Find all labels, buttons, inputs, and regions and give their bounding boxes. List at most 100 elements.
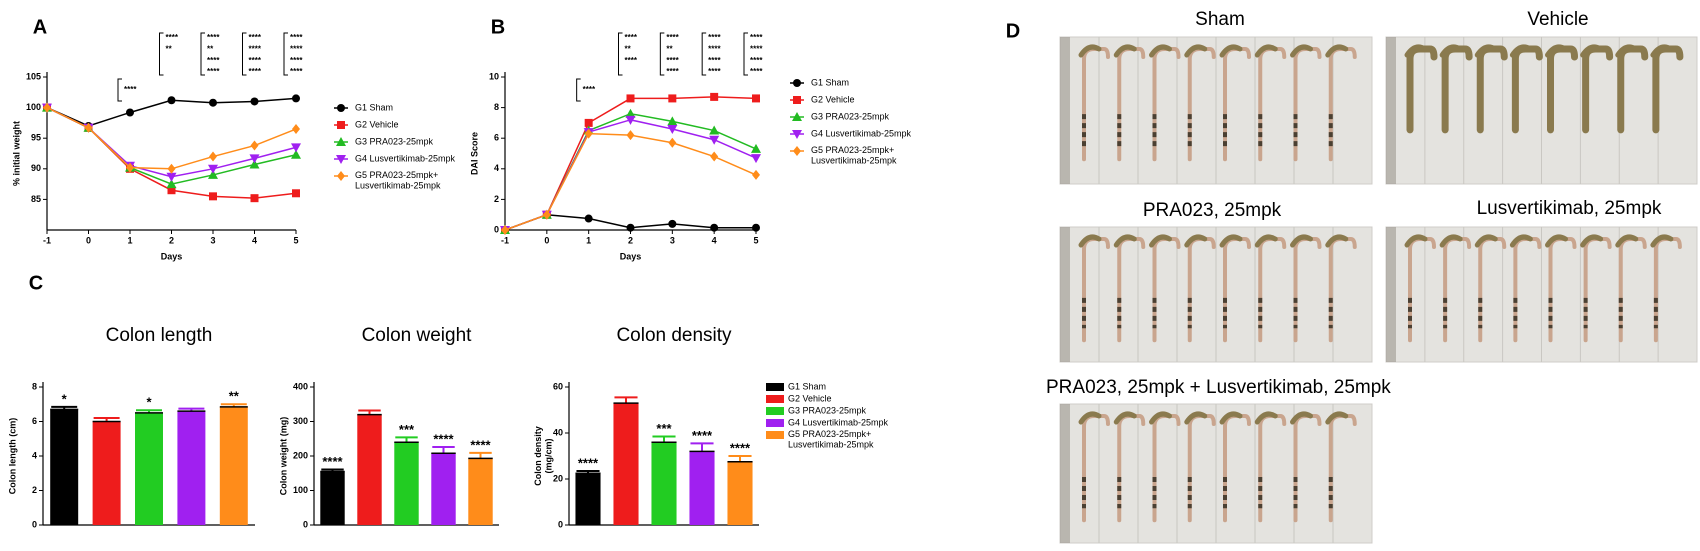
x-tick-label: 2 <box>628 235 633 245</box>
significance-label: **** <box>290 33 303 42</box>
photo-edge <box>1386 37 1396 184</box>
significance-label: **** <box>666 33 679 42</box>
significance-label: **** <box>750 33 763 42</box>
y-tick-label: 20 <box>553 473 563 483</box>
error-bar <box>614 396 638 404</box>
colon-caecum <box>1219 234 1243 248</box>
colon-caecum <box>1078 234 1102 248</box>
y-tick-label: 8 <box>494 102 499 112</box>
data-point <box>710 151 719 162</box>
data-point <box>710 223 719 232</box>
data-point <box>166 179 177 189</box>
legend-swatch <box>766 407 784 415</box>
significance-label: **** <box>750 67 763 76</box>
legend-swatch <box>766 431 784 439</box>
significance-bracket <box>283 32 288 76</box>
bar <box>727 461 753 525</box>
colon-caecum <box>1219 44 1243 58</box>
significance-label: ** <box>666 44 673 53</box>
legend-label: G1 Sham <box>355 102 393 112</box>
chart-title: Colon weight <box>362 325 473 346</box>
data-point <box>751 143 761 153</box>
data-point <box>126 108 134 117</box>
colon-caecum <box>1509 44 1533 58</box>
error-bar <box>728 455 752 462</box>
data-point <box>249 154 260 164</box>
x-tick-label: 5 <box>753 235 758 245</box>
significance-label: *** <box>399 422 415 437</box>
data-point <box>667 116 678 126</box>
significance-label: **** <box>207 33 220 42</box>
legend-label: G3 PRA023-25mpk <box>788 405 867 415</box>
bar <box>394 442 419 525</box>
colon-caecum <box>1650 44 1674 58</box>
significance-label: **** <box>750 56 763 65</box>
photo-caption: PRA023, 25mpk + Lusvertikimab, 25mpk <box>1046 377 1391 398</box>
significance-label: **** <box>730 440 751 455</box>
photo-edge <box>1386 227 1396 362</box>
legend-label: G1 Sham <box>811 77 849 87</box>
y-tick-label: 6 <box>32 416 37 426</box>
data-point <box>584 118 593 127</box>
data-point <box>166 172 177 182</box>
bar <box>431 453 456 525</box>
data-point <box>208 164 218 174</box>
significance-bracket <box>743 32 748 76</box>
photo-caption: Lusvertikimab, 25mpk <box>1477 198 1662 219</box>
colon-caecum <box>1149 234 1172 248</box>
panel-label: C <box>29 272 43 294</box>
bar <box>135 412 163 525</box>
significance-label: **** <box>708 44 721 53</box>
significance-label: ** <box>166 44 173 53</box>
data-point <box>626 94 635 103</box>
y-tick-label: 2 <box>32 485 37 495</box>
significance-label: **** <box>207 56 220 65</box>
x-tick-label: 0 <box>544 235 549 245</box>
colon-caecum <box>1078 44 1102 58</box>
bar <box>575 473 601 525</box>
data-point <box>209 151 217 162</box>
colon-caecum <box>1615 44 1639 58</box>
data-point <box>752 94 760 103</box>
x-tick-label: 3 <box>210 235 215 245</box>
significance-label: **** <box>249 56 262 65</box>
significance-label: **** <box>124 85 137 94</box>
significance-bracket <box>576 78 581 102</box>
colon-caecum <box>1254 411 1278 425</box>
photo-edge <box>1060 404 1070 543</box>
legend-label: G2 Vehicle <box>355 119 399 129</box>
bar <box>613 403 639 525</box>
y-axis-title: Colon weight (mg) <box>278 417 288 496</box>
legend-label: G3 PRA023-25mpk <box>355 136 434 146</box>
data-point <box>292 189 300 198</box>
colon-caecum <box>1580 44 1604 58</box>
error-bar <box>652 435 676 443</box>
y-tick-label: 90 <box>31 163 41 173</box>
legend-swatch <box>766 395 784 403</box>
error-bar <box>395 436 418 443</box>
data-point <box>710 92 719 101</box>
colon-caecum <box>1650 234 1674 248</box>
data-point <box>668 94 677 103</box>
data-point <box>126 162 134 173</box>
legend-swatch <box>766 383 784 391</box>
data-point <box>709 135 720 145</box>
data-point <box>250 194 259 203</box>
y-tick-label: 40 <box>553 427 563 437</box>
colon-caecum <box>1615 234 1639 248</box>
significance-bracket <box>659 32 665 76</box>
legend-label: G5 PRA023-25mpk+ Lusvertikimab-25mpk <box>811 145 897 165</box>
significance-label: **** <box>708 56 721 65</box>
significance-label: **** <box>708 67 721 76</box>
significance-label: **** <box>750 44 763 53</box>
data-point <box>291 149 301 159</box>
data-point <box>501 225 509 235</box>
significance-label: *** <box>656 421 672 436</box>
data-point <box>584 128 593 139</box>
colon-caecum <box>1290 234 1313 248</box>
colon-caecum <box>1325 411 1349 425</box>
data-point <box>291 143 301 153</box>
bar <box>92 421 121 525</box>
legend-swatch <box>766 419 784 427</box>
